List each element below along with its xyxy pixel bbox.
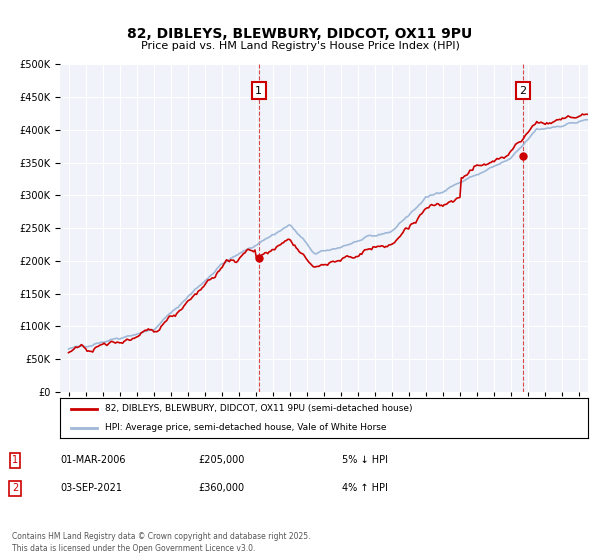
Text: 2: 2 xyxy=(12,483,18,493)
Text: 03-SEP-2021: 03-SEP-2021 xyxy=(60,483,122,493)
Text: 1: 1 xyxy=(12,455,18,465)
Text: 5% ↓ HPI: 5% ↓ HPI xyxy=(342,455,388,465)
Text: Contains HM Land Registry data © Crown copyright and database right 2025.
This d: Contains HM Land Registry data © Crown c… xyxy=(12,533,311,553)
Text: £205,000: £205,000 xyxy=(198,455,244,465)
Text: 82, DIBLEYS, BLEWBURY, DIDCOT, OX11 9PU: 82, DIBLEYS, BLEWBURY, DIDCOT, OX11 9PU xyxy=(127,27,473,41)
Text: HPI: Average price, semi-detached house, Vale of White Horse: HPI: Average price, semi-detached house,… xyxy=(105,423,386,432)
Text: 82, DIBLEYS, BLEWBURY, DIDCOT, OX11 9PU (semi-detached house): 82, DIBLEYS, BLEWBURY, DIDCOT, OX11 9PU … xyxy=(105,404,412,413)
Text: Price paid vs. HM Land Registry's House Price Index (HPI): Price paid vs. HM Land Registry's House … xyxy=(140,41,460,51)
Text: 1: 1 xyxy=(255,86,262,96)
Text: 4% ↑ HPI: 4% ↑ HPI xyxy=(342,483,388,493)
Text: 2: 2 xyxy=(519,86,526,96)
Text: £360,000: £360,000 xyxy=(198,483,244,493)
Text: 01-MAR-2006: 01-MAR-2006 xyxy=(60,455,125,465)
